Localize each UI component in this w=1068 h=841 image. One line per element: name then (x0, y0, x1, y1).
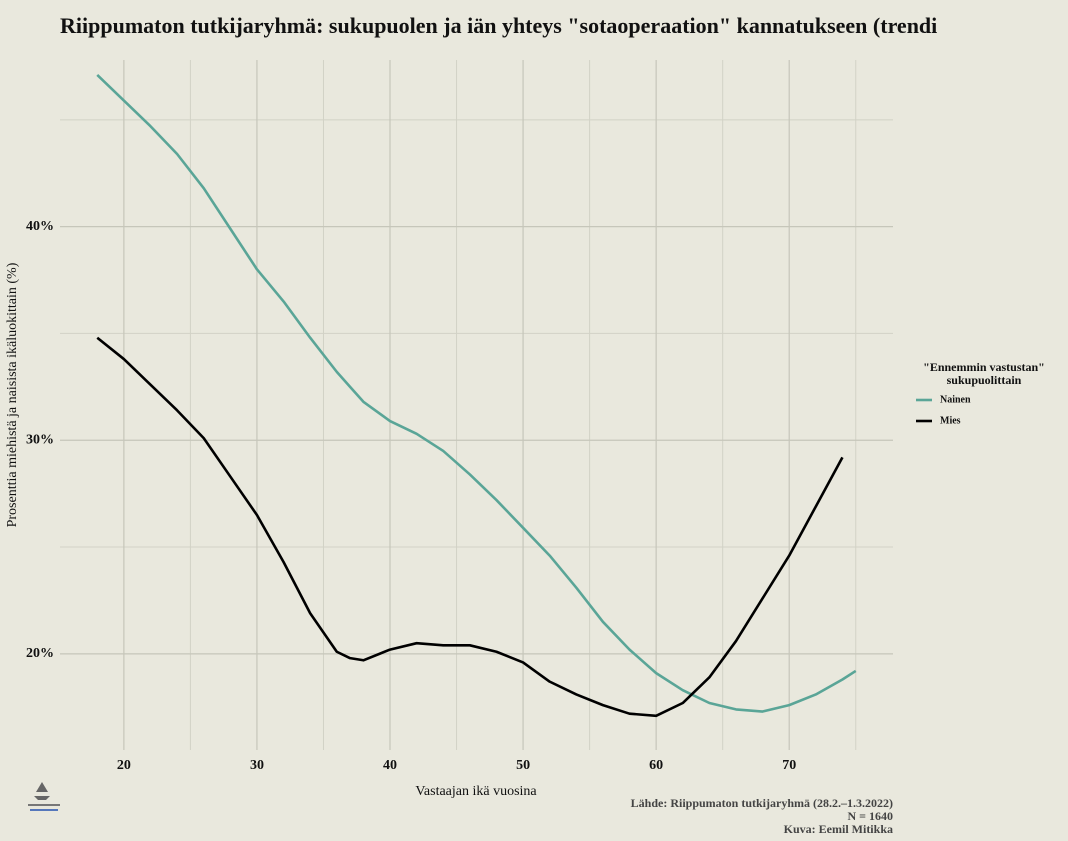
y-axis-label: Prosenttia miehistä ja naisista ikäluoki… (5, 262, 20, 527)
x-tick-label: 30 (250, 758, 264, 773)
legend-title: "Ennemmin vastustan" (923, 360, 1045, 374)
x-tick-label: 70 (782, 758, 796, 773)
y-tick-label: 40% (26, 219, 54, 234)
data-line (96, 336, 844, 718)
logo (28, 782, 60, 811)
x-tick-label: 20 (117, 758, 131, 773)
caption: Lähde: Riippumaton tutkijaryhmä (28.2.–1… (631, 796, 893, 810)
legend-title: sukupuolittain (947, 373, 1022, 387)
y-tick-label: 20% (26, 646, 54, 661)
x-tick-label: 50 (516, 758, 530, 773)
x-axis-label: Vastaajan ikä vuosina (415, 784, 537, 799)
y-tick-label: 30% (26, 432, 54, 447)
legend-label: Nainen (940, 394, 971, 405)
data-line (96, 74, 857, 713)
caption: N = 1640 (847, 809, 893, 823)
x-tick-label: 40 (383, 758, 397, 773)
legend-label: Mies (940, 415, 961, 426)
caption: Kuva: Eemil Mitikka (784, 822, 893, 836)
chart-title: Riippumaton tutkijaryhmä: sukupuolen ja … (60, 13, 937, 38)
x-tick-label: 60 (649, 758, 663, 773)
